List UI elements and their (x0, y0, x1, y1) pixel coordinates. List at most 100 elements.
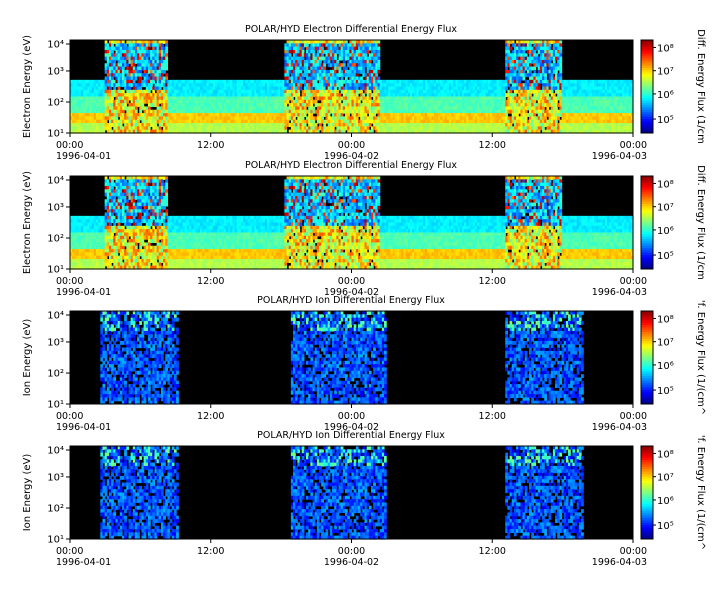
spectrogram-cell (251, 129, 255, 134)
spectrogram-cell (310, 119, 314, 124)
spectrogram-cell (176, 123, 179, 127)
spectrogram-cell (420, 123, 424, 127)
spectrogram-cell (111, 49, 114, 54)
spectrogram-cell (299, 46, 303, 51)
spectrogram-cell (212, 119, 216, 124)
spectrogram-cell (152, 96, 156, 101)
spectrogram-cell (290, 113, 294, 117)
spectrogram-cell (130, 123, 134, 127)
spectrogram-cell (312, 66, 316, 71)
spectrogram-cell (379, 106, 383, 111)
spectrogram-cell (379, 116, 383, 121)
spectrogram-cell (156, 76, 160, 81)
spectrogram-cell (329, 123, 333, 127)
spectrogram-cell (306, 96, 309, 101)
spectrogram-cell (401, 126, 405, 131)
spectrogram-cell (301, 43, 305, 48)
spectrogram-cell (358, 46, 361, 51)
spectrogram-cell (321, 83, 324, 88)
spectrogram-cell (152, 79, 156, 84)
spectrogram-cell (243, 83, 246, 88)
spectrogram-cell (347, 89, 350, 94)
spectrogram-cell (217, 126, 221, 131)
spectrogram-cell (247, 123, 251, 127)
spectrogram-cell (403, 119, 407, 124)
spectrogram-cell (418, 99, 422, 104)
spectrogram-cell (260, 96, 264, 101)
spectrogram-cell (137, 46, 140, 51)
spectrogram-cell (230, 106, 234, 111)
spectrogram-cell (212, 93, 216, 98)
spectrogram-cell (345, 69, 348, 74)
spectrogram-cell (189, 126, 192, 131)
spectrogram-cell (117, 73, 121, 78)
spectrogram-cell (370, 79, 374, 84)
spectrogram-cell (93, 109, 97, 114)
spectrogram-cell (74, 93, 78, 98)
spectrogram-cell (319, 96, 322, 101)
spectrogram-cell (431, 109, 435, 114)
spectrogram-cell (195, 83, 199, 88)
spectrogram-cell (321, 106, 324, 111)
spectrogram-cell (366, 123, 370, 127)
spectrogram-cell (360, 86, 363, 91)
spectrogram-cell (78, 89, 82, 94)
spectrogram-cell (377, 46, 381, 51)
spectrogram-cell (275, 123, 279, 127)
spectrogram-cell (126, 53, 130, 58)
spectrogram-cell (375, 86, 379, 91)
spectrogram-cell (396, 123, 400, 127)
spectrogram-cell (446, 89, 450, 94)
spectrogram-cell (273, 96, 277, 101)
spectrogram-cell (316, 43, 320, 48)
spectrogram-cell (134, 56, 138, 61)
spectrogram-cell (321, 63, 324, 68)
spectrogram-cell (89, 89, 93, 94)
spectrogram-cell (342, 43, 346, 48)
spectrogram-cell (388, 126, 392, 131)
spectrogram-cell (429, 119, 433, 124)
spectrogram-cell (284, 116, 288, 121)
spectrogram-cell (360, 59, 363, 64)
spectrogram-cell (299, 123, 303, 127)
spectrogram-cell (405, 99, 409, 104)
spectrogram-cell (286, 116, 290, 121)
spectrogram-cell (85, 83, 88, 88)
spectrogram-cell (121, 83, 125, 88)
spectrogram-cell (383, 99, 387, 104)
spectrogram-cell (396, 96, 400, 101)
spectrogram-cell (336, 40, 340, 44)
spectrogram-cell (163, 46, 166, 51)
spectrogram-cell (126, 93, 130, 98)
spectrogram-cell (329, 40, 333, 44)
spectrogram-cell (195, 116, 199, 121)
spectrogram-cell (431, 106, 435, 111)
spectrogram-cell (349, 123, 353, 127)
spectrogram-cell (137, 69, 140, 74)
spectrogram-cell (319, 43, 322, 48)
spectrogram-cell (104, 40, 108, 44)
spectrogram-cell (232, 126, 236, 131)
spectrogram-cell (217, 109, 221, 114)
spectrogram-cell (95, 126, 99, 131)
spectrogram-cell (388, 79, 392, 84)
spectrogram-cell (355, 79, 359, 84)
spectrogram-cell (448, 106, 452, 111)
spectrogram-cell (147, 103, 151, 108)
spectrogram-cell (275, 96, 279, 101)
spectrogram-cell (243, 99, 246, 104)
spectrogram-cell (113, 93, 117, 98)
spectrogram-cell (119, 73, 123, 78)
spectrogram-cell (435, 93, 439, 98)
spectrogram-cell (360, 53, 363, 58)
spectrogram-cell (267, 113, 270, 117)
spectrogram-cell (353, 83, 357, 88)
spectrogram-cell (286, 76, 290, 81)
spectrogram-cell (132, 56, 136, 61)
spectrogram-cell (241, 86, 244, 91)
spectrogram-cell (87, 103, 91, 108)
spectrogram-cell (128, 129, 132, 134)
spectrogram-cell (377, 89, 381, 94)
spectrogram-cell (366, 56, 370, 61)
spectrogram-cell (72, 109, 75, 114)
